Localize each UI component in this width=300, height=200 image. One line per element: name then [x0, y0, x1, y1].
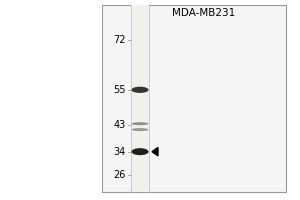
Text: 26: 26 — [114, 170, 126, 180]
Text: 43: 43 — [114, 120, 126, 130]
Text: MDA-MB231: MDA-MB231 — [172, 8, 235, 18]
Bar — [102, 5, 286, 192]
Ellipse shape — [131, 87, 148, 93]
Polygon shape — [152, 147, 158, 156]
Text: 34: 34 — [114, 147, 126, 157]
Ellipse shape — [131, 122, 148, 125]
Ellipse shape — [131, 148, 148, 155]
Ellipse shape — [131, 128, 148, 131]
Bar — [131, 5, 149, 192]
Text: 72: 72 — [113, 35, 126, 45]
Text: 55: 55 — [113, 85, 126, 95]
